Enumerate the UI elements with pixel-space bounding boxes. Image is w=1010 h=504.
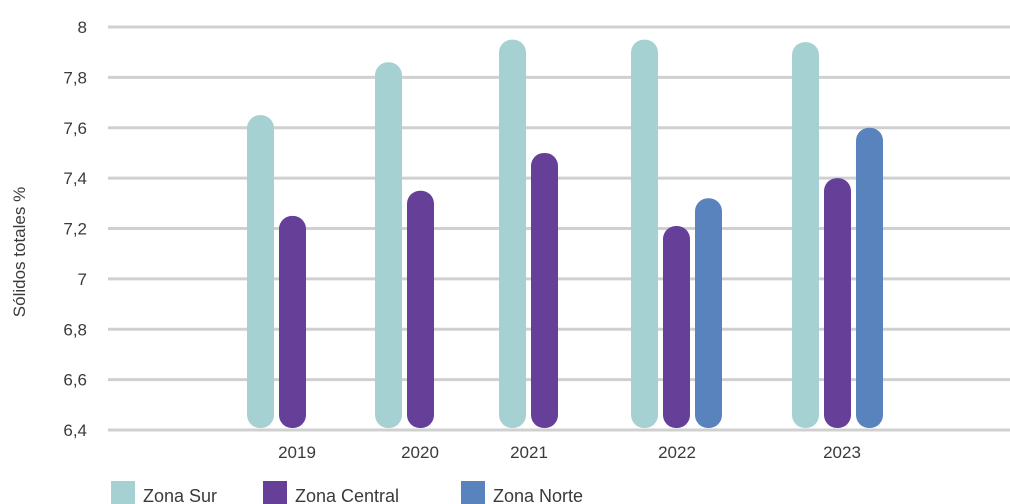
bar-zona-norte-2023 — [856, 127, 883, 428]
x-axis-ticks: 2019 2020 2021 2022 2023 — [278, 443, 861, 462]
x-tick-label: 2019 — [278, 443, 316, 462]
x-tick-label: 2020 — [401, 443, 439, 462]
legend-swatch — [111, 481, 135, 504]
y-tick-label: 7 — [78, 270, 87, 289]
legend-item-zona-central: Zona Central — [263, 481, 399, 504]
y-axis-ticks: 6,4 6,6 6,8 7 7,2 7,4 7,6 7,8 8 — [63, 18, 87, 440]
y-axis-title: Sólidos totales % — [10, 187, 29, 317]
bar-zona-sur-2023 — [792, 42, 819, 429]
y-tick-label: 7,8 — [63, 68, 87, 87]
bar-zona-sur-2019 — [247, 115, 274, 428]
legend-label: Zona Norte — [493, 486, 583, 504]
legend: Zona Sur Zona Central Zona Norte — [111, 481, 583, 504]
y-tick-label: 7,2 — [63, 220, 87, 239]
legend-label: Zona Sur — [143, 486, 217, 504]
bar-zona-sur-2022 — [631, 39, 658, 428]
y-tick-label: 7,4 — [63, 169, 87, 188]
bar-zona-central-2019 — [279, 215, 306, 428]
bar-zona-central-2021 — [531, 152, 558, 428]
legend-label: Zona Central — [295, 486, 399, 504]
y-tick-label: 7,6 — [63, 119, 87, 138]
bar-zona-central-2023 — [824, 178, 851, 428]
y-tick-label: 8 — [78, 18, 87, 37]
bar-zona-norte-2022 — [695, 198, 722, 428]
bar-zona-central-2022 — [663, 225, 690, 428]
bar-zona-sur-2021 — [499, 39, 526, 428]
x-tick-label: 2021 — [510, 443, 548, 462]
x-tick-label: 2023 — [823, 443, 861, 462]
legend-swatch — [263, 481, 287, 504]
y-tick-label: 6,8 — [63, 320, 87, 339]
y-tick-label: 6,4 — [63, 421, 87, 440]
legend-item-zona-norte: Zona Norte — [461, 481, 583, 504]
bar-zona-sur-2020 — [375, 62, 402, 428]
legend-swatch — [461, 481, 485, 504]
legend-item-zona-sur: Zona Sur — [111, 481, 217, 504]
bar-zona-central-2020 — [407, 190, 434, 428]
y-tick-label: 6,6 — [63, 371, 87, 390]
bars — [247, 39, 883, 429]
x-tick-label: 2022 — [658, 443, 696, 462]
